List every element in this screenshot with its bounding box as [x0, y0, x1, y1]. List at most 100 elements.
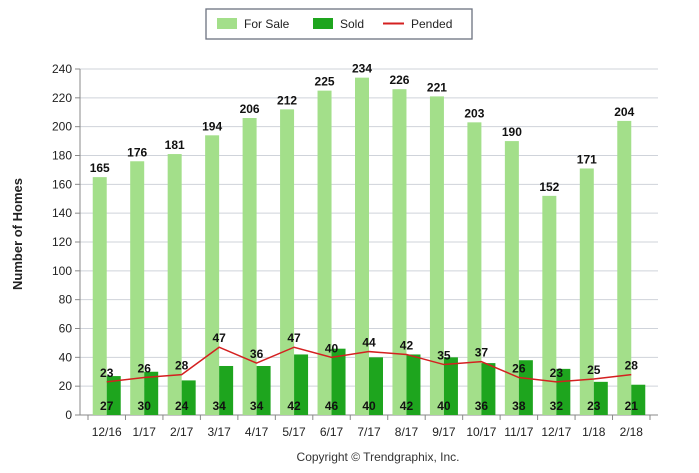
data-label-sold: 27: [100, 399, 114, 413]
data-label-pended: 40: [325, 341, 339, 355]
data-label-for-sale: 194: [202, 119, 222, 133]
bar-sold: [181, 380, 196, 415]
data-label-pended: 25: [587, 363, 601, 377]
data-label-pended: 44: [362, 336, 376, 350]
data-label-for-sale: 165: [90, 161, 110, 175]
y-tick-label: 200: [52, 120, 72, 134]
data-label-pended: 23: [100, 366, 114, 380]
bar-sold: [219, 365, 234, 415]
bar-sold: [443, 357, 458, 415]
data-label-for-sale: 206: [240, 102, 260, 116]
data-label-pended: 42: [400, 338, 414, 352]
data-label-pended: 28: [625, 359, 639, 373]
data-label-for-sale: 212: [277, 93, 297, 107]
data-label-pended: 35: [437, 349, 451, 363]
x-tick-label: 1/17: [133, 425, 157, 439]
data-label-pended: 28: [175, 359, 189, 373]
bar-for-sale: [617, 120, 632, 416]
data-labels: 165 27 176 30 181 24 194 34 206 34 212 42 225 46 234 40…: [90, 62, 639, 413]
x-tick-label: 4/17: [245, 425, 269, 439]
data-label-sold: 30: [138, 399, 152, 413]
data-label-pended: 36: [250, 347, 264, 361]
bar-for-sale: [92, 177, 107, 415]
data-label-pended: 47: [212, 331, 226, 345]
y-tick-label: 140: [52, 206, 72, 220]
bar-sold: [631, 384, 646, 415]
x-tick-label: 2/17: [170, 425, 194, 439]
bar-sold: [593, 381, 608, 415]
data-label-sold: 24: [175, 399, 189, 413]
data-label-for-sale: 225: [315, 75, 335, 89]
data-label-for-sale: 204: [614, 105, 634, 119]
data-label-sold: 40: [362, 399, 376, 413]
data-label-sold: 21: [625, 399, 639, 413]
bar-sold: [406, 354, 421, 415]
data-label-sold: 36: [475, 399, 489, 413]
data-label-for-sale: 221: [427, 80, 447, 94]
data-label-for-sale: 226: [389, 73, 409, 87]
x-axis: 12/16 1/17 2/17 3/17 4/17 5/17 6/17 7/17 8/17 9/1…: [87, 415, 651, 439]
x-tick-label: 9/17: [432, 425, 456, 439]
y-tick-label: 220: [52, 91, 72, 105]
bar-for-sale: [317, 90, 332, 415]
bar-sold: [369, 357, 383, 415]
data-label-sold: 42: [400, 399, 414, 413]
legend-label-for-sale: For Sale: [244, 17, 290, 31]
x-tick-label: 2/18: [620, 425, 644, 439]
x-tick-label: 12/17: [541, 425, 571, 439]
data-label-for-sale: 203: [464, 106, 484, 120]
y-axis-title: Number of Homes: [10, 178, 25, 290]
pended-line: [106, 346, 632, 383]
data-label-sold: 42: [287, 399, 301, 413]
bar-sold: [256, 365, 271, 415]
y-tick-label: 180: [52, 149, 72, 163]
bar-sold: [518, 360, 533, 415]
bar-sold: [106, 376, 121, 415]
legend: For Sale Sold Pended: [205, 8, 473, 40]
bar-sold: [331, 348, 346, 415]
data-label-sold: 32: [550, 399, 564, 413]
x-tick-label: 12/16: [92, 425, 122, 439]
legend-label-sold: Sold: [340, 17, 364, 31]
y-tick-label: 100: [52, 264, 72, 278]
bar-for-sale: [355, 77, 369, 416]
data-label-pended: 26: [512, 362, 526, 376]
data-label-pended: 26: [138, 362, 152, 376]
data-label-pended: 23: [550, 366, 564, 380]
y-tick-label: 240: [52, 62, 72, 76]
x-tick-label: 5/17: [282, 425, 306, 439]
bar-for-sale: [579, 168, 594, 415]
data-label-pended: 47: [287, 331, 301, 345]
bar-for-sale: [467, 122, 482, 415]
data-label-for-sale: 234: [352, 62, 372, 76]
legend-box: [205, 8, 473, 40]
y-tick-label: 0: [65, 408, 72, 422]
x-tick-label: 11/17: [504, 425, 533, 439]
data-label-for-sale: 152: [539, 180, 559, 194]
data-label-sold: 38: [512, 399, 526, 413]
data-label-sold: 40: [437, 399, 451, 413]
bar-for-sale: [280, 109, 295, 415]
legend-swatch-sold: [313, 18, 333, 29]
y-tick-label: 60: [59, 322, 73, 336]
bar-for-sale: [392, 89, 407, 415]
bar-for-sale: [429, 96, 444, 416]
y-tick-label: 80: [59, 293, 73, 307]
legend-swatch-for-sale: [217, 18, 237, 29]
pended-series: [106, 346, 632, 383]
data-label-for-sale: 181: [165, 138, 185, 152]
bars: [92, 77, 646, 416]
data-label-for-sale: 190: [502, 125, 522, 139]
x-tick-label: 1/18: [582, 425, 606, 439]
bar-for-sale: [130, 161, 145, 415]
data-label-pended: 37: [475, 346, 489, 360]
data-label-for-sale: 171: [577, 152, 597, 166]
data-label-sold: 46: [325, 399, 339, 413]
bar-for-sale: [542, 195, 557, 415]
bar-for-sale: [504, 141, 519, 416]
bar-sold: [144, 371, 159, 415]
bar-sold: [294, 354, 309, 415]
bar-sold: [481, 363, 496, 415]
y-tick-label: 120: [52, 235, 72, 249]
x-tick-label: 8/17: [395, 425, 419, 439]
